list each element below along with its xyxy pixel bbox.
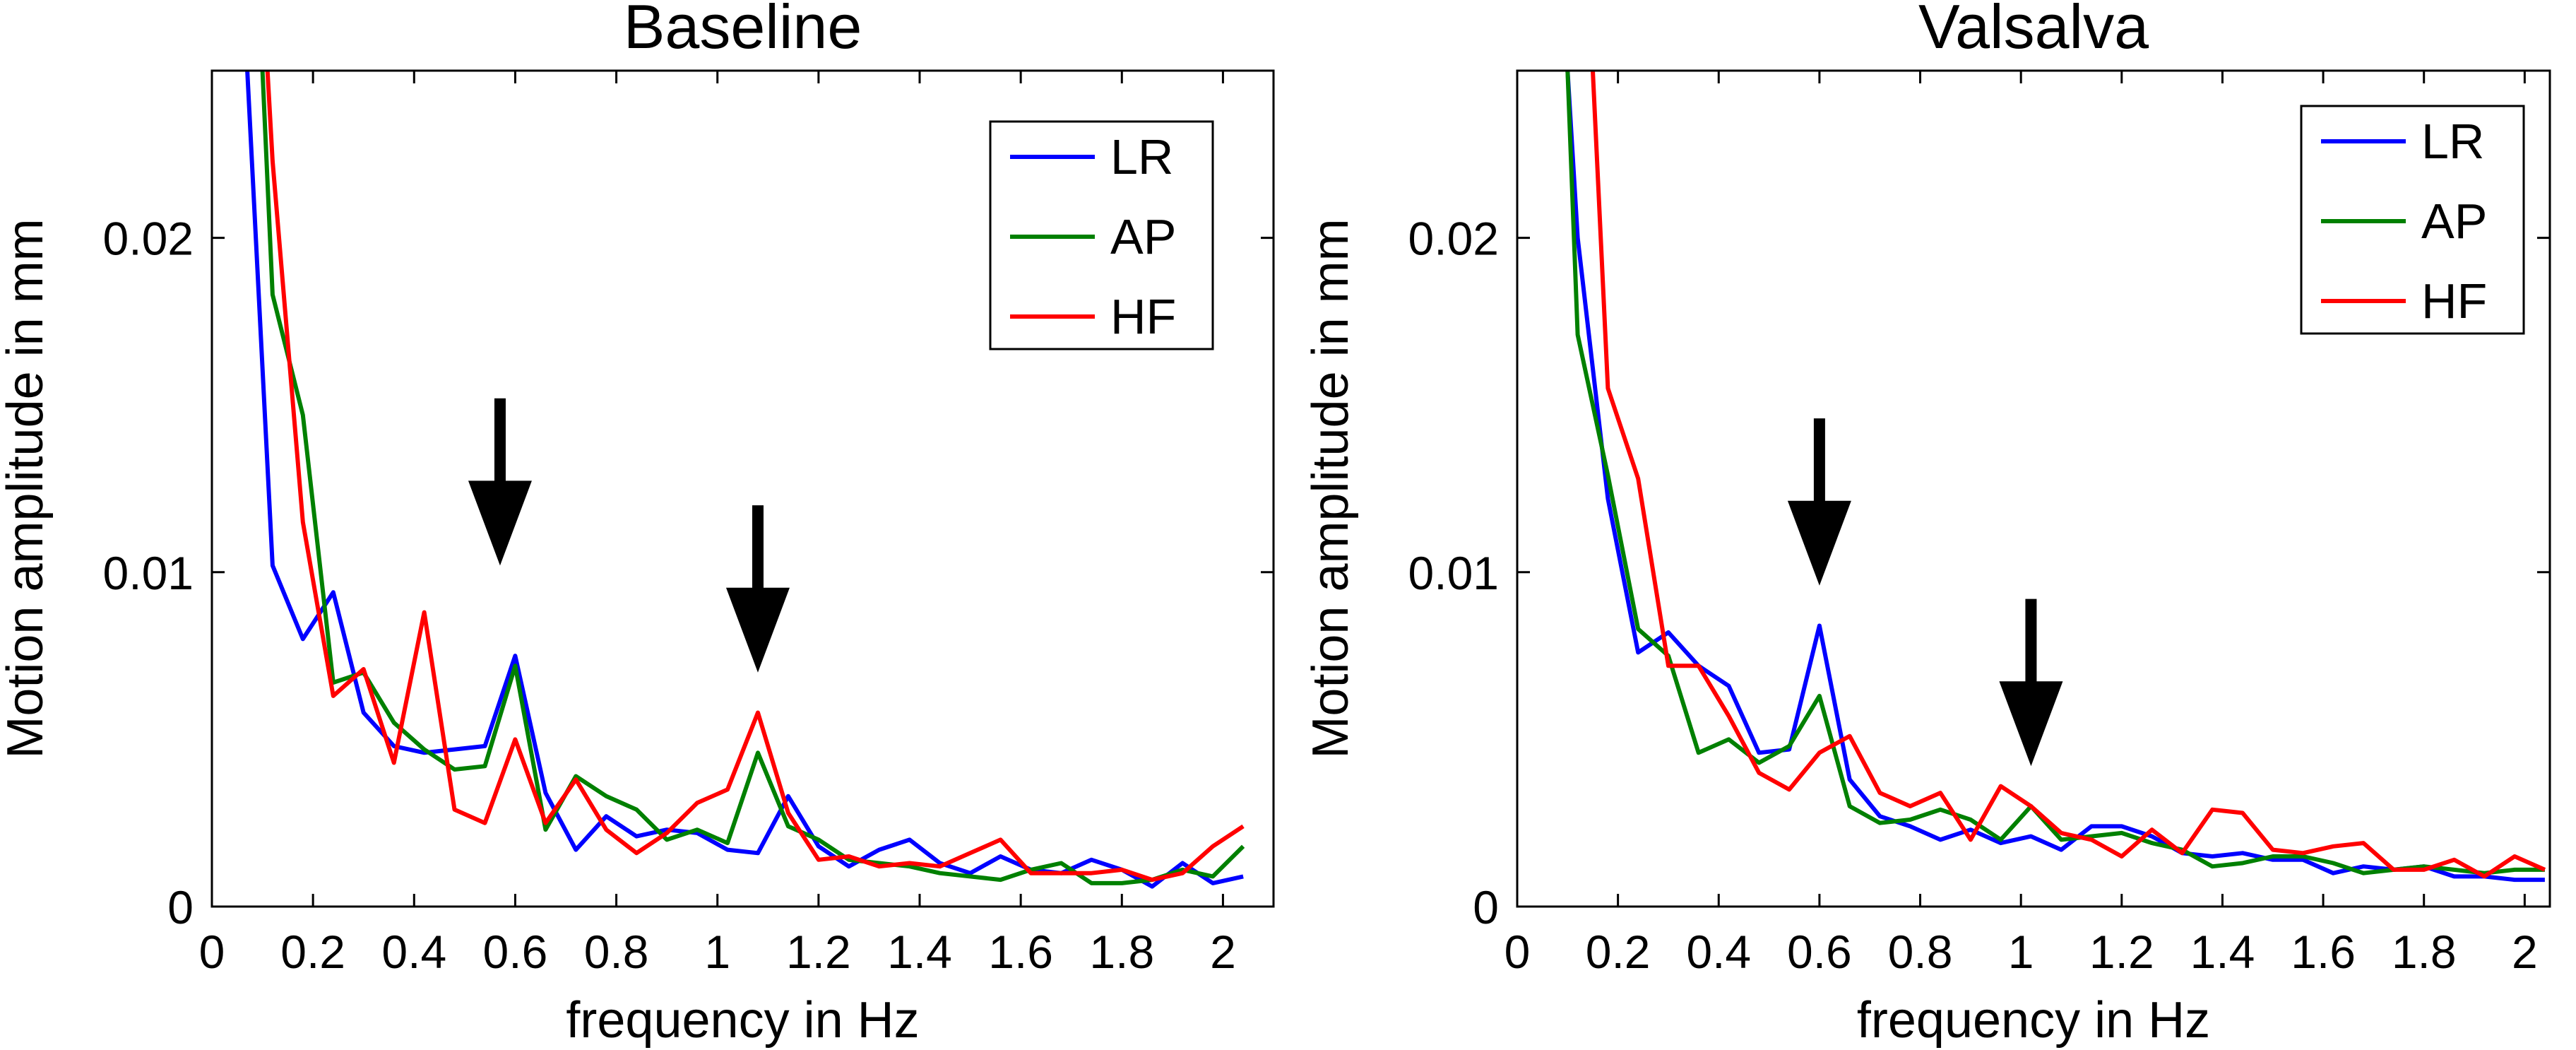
valsalva-ylabel: Motion amplitude in mm [1302,218,1359,758]
valsalva-legend: LR AP HF [2300,105,2525,335]
baseline-xtick-label: 1 [704,926,730,978]
valsalva-xtick-label: 1 [2008,926,2034,978]
baseline-ytick-label: 0 [167,881,194,933]
baseline-ytick-label: 0.02 [103,213,194,265]
valsalva-axes-box [1516,69,2551,908]
valsalva-xtick-label: 2 [2512,926,2538,978]
valsalva-ytick-label: 0.01 [1408,547,1499,599]
baseline-xtick-label: 1.6 [988,926,1053,978]
baseline-xtick-label: 0.4 [381,926,446,978]
valsalva-xtick-label: 0.2 [1586,926,1651,978]
baseline-xtick-label: 2 [1210,926,1236,978]
valsalva-xtick-label: 0 [1504,926,1531,978]
valsalva-series-lr [1565,71,2545,883]
valsalva-arrow-2 [1999,598,2063,767]
valsalva-xtick-label: 1.2 [2089,926,2154,978]
baseline-xtick-label: 1.4 [887,926,952,978]
valsalva-ytick-label: 0.02 [1408,213,1499,265]
baseline-arrow-2 [725,505,790,673]
baseline-panel: Baseline 0 0.2 0.4 0.6 0.8 1 1.2 1.4 1.6 1.8 2 0 0.01… [0,0,1275,1049]
baseline-legend-label-lr: LR [1110,129,1173,184]
baseline-legend-label-hf: HF [1110,289,1176,344]
baseline-series-hf [265,71,1245,883]
valsalva-series-hf [1591,71,2546,879]
baseline-axes-box [210,69,1275,908]
valsalva-ytick-label: 0 [1473,881,1499,933]
baseline-ytick-label: 0.01 [103,547,194,599]
valsalva-legend-label-ap: AP [2421,194,2487,249]
baseline-xtick-label: 0.6 [483,926,548,978]
valsalva-xtick-label: 0.6 [1787,926,1852,978]
baseline-title: Baseline [624,0,862,61]
valsalva-xtick-label: 0.4 [1686,926,1751,978]
valsalva-arrow-head [1999,681,2063,767]
baseline-series-lr [245,71,1244,889]
baseline-ylabel: Motion amplitude in mm [0,218,54,758]
valsalva-series-group [1565,71,2546,883]
valsalva-legend-label-lr: LR [2421,114,2484,169]
baseline-xtick-label: 0.8 [584,926,649,978]
valsalva-arrow-head [1787,500,1851,586]
baseline-legend-label-ap: AP [1110,209,1176,264]
baseline-arrow-1 [468,398,532,566]
valsalva-series-ap [1565,71,2545,875]
baseline-legend: LR AP HF [989,120,1214,350]
valsalva-xtick-label: 1.8 [2392,926,2457,978]
baseline-arrow-head [468,480,532,566]
valsalva-xtick-label: 1.6 [2291,926,2356,978]
valsalva-arrow-1 [1787,418,1851,586]
baseline-xtick-label: 0 [199,926,225,978]
baseline-arrow-head [725,587,790,673]
baseline-xtick-label: 1.8 [1089,926,1154,978]
baseline-series-group [245,71,1245,889]
baseline-xtick-label: 1.2 [786,926,851,978]
baseline-xtick-label: 0.2 [280,926,345,978]
valsalva-legend-label-hf: HF [2421,273,2487,329]
valsalva-xlabel: frequency in Hz [1857,992,2210,1049]
valsalva-xtick-label: 0.8 [1888,926,1953,978]
valsalva-panel: Valsalva 0 0.2 0.4 0.6 0.8 1 1.2 1.4 1.6 1.8 2 0 0.01… [1302,0,2551,1049]
valsalva-title: Valsalva [1918,0,2149,61]
baseline-xlabel: frequency in Hz [566,992,919,1049]
valsalva-xtick-label: 1.4 [2190,926,2255,978]
